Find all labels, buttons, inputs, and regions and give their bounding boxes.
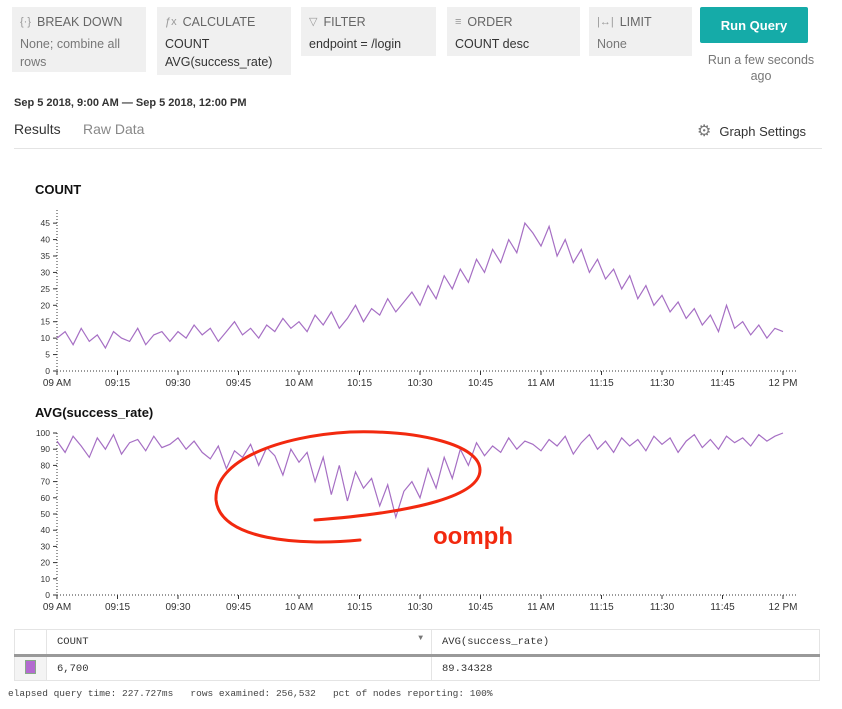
y-tick-label: 15 [41, 317, 51, 327]
x-tick-label: 10:45 [468, 602, 493, 613]
y-tick-label: 30 [41, 541, 51, 551]
x-tick-label: 10:15 [347, 378, 372, 389]
run-status: Run a few seconds ago [707, 53, 815, 83]
y-tick-label: 40 [41, 525, 51, 535]
x-tick-label: 11:30 [650, 378, 675, 389]
x-tick-label: 10:45 [468, 378, 493, 389]
calculate-box[interactable]: ƒx CALCULATE COUNT AVG(success_rate) [157, 7, 291, 75]
y-tick-label: 20 [41, 300, 51, 310]
gear-icon: ⚙ [697, 123, 712, 140]
y-tick-label: 45 [41, 218, 51, 228]
x-tick-label: 11:15 [589, 378, 614, 389]
results-table: COUNT ▼ AVG(success_rate) 6,700 89.34328 [14, 629, 820, 681]
x-tick-label: 09:15 [105, 602, 130, 613]
chart-title-avg: AVG(success_rate) [35, 405, 154, 420]
y-tick-label: 20 [41, 558, 51, 568]
y-tick-label: 90 [41, 444, 51, 454]
run-query-button[interactable]: Run Query [700, 7, 808, 43]
x-tick-label: 10 AM [285, 602, 313, 613]
series-swatch-icon [25, 659, 36, 674]
y-tick-label: 80 [41, 460, 51, 470]
y-tick-label: 35 [41, 251, 51, 261]
y-tick-label: 70 [41, 477, 51, 487]
order-box[interactable]: ≡ ORDER COUNT desc [447, 7, 580, 56]
annotation-text: oomph [433, 523, 513, 550]
x-tick-label: 10:15 [347, 602, 372, 613]
x-tick-label: 11:45 [710, 378, 735, 389]
x-tick-label: 12 PM [769, 602, 798, 613]
y-tick-label: 10 [41, 574, 51, 584]
y-tick-label: 10 [41, 333, 51, 343]
x-tick-label: 11:45 [710, 602, 735, 613]
x-tick-label: 09 AM [43, 378, 71, 389]
x-tick-label: 11 AM [527, 602, 555, 613]
x-tick-label: 09:30 [165, 602, 190, 613]
y-tick-label: 25 [41, 284, 51, 294]
x-tick-label: 10:30 [407, 378, 432, 389]
chart-title-count: COUNT [35, 182, 82, 197]
limit-icon: |↔| [597, 16, 614, 28]
filter-icon: ▽ [309, 16, 318, 28]
divider [14, 148, 822, 149]
y-tick-label: 5 [45, 350, 50, 360]
y-tick-label: 0 [45, 590, 50, 600]
x-tick-label: 09:45 [226, 602, 251, 613]
table-row: 6,700 89.34328 [14, 655, 820, 681]
x-tick-label: 10 AM [285, 378, 313, 389]
y-tick-label: 40 [41, 235, 51, 245]
sort-desc-icon[interactable]: ▼ [418, 634, 423, 643]
limit-box[interactable]: |↔| LIMIT None [589, 7, 692, 56]
breakdown-icon: {·} [20, 16, 32, 28]
x-tick-label: 09:15 [105, 378, 130, 389]
breakdown-box[interactable]: {·} BREAK DOWN None; combine all rows [12, 7, 146, 72]
x-tick-label: 09 AM [43, 602, 71, 613]
x-tick-label: 11:15 [589, 602, 614, 613]
graph-settings-button[interactable]: ⚙ Graph Settings [697, 123, 807, 140]
x-tick-label: 12 PM [769, 378, 798, 389]
column-header-count[interactable]: COUNT ▼ [46, 629, 432, 657]
tab-results[interactable]: Results [14, 121, 61, 137]
y-tick-label: 30 [41, 267, 51, 277]
series-line [56, 432, 784, 520]
filter-box[interactable]: ▽ FILTER endpoint = /login [301, 7, 436, 56]
y-tick-label: 0 [45, 366, 50, 376]
x-tick-label: 09:30 [165, 378, 190, 389]
function-icon: ƒx [165, 16, 177, 28]
x-tick-label: 11 AM [527, 378, 555, 389]
x-tick-label: 10:30 [407, 602, 432, 613]
order-icon: ≡ [455, 16, 462, 28]
time-range[interactable]: Sep 5 2018, 9:00 AM — Sep 5 2018, 12:00 … [14, 97, 247, 109]
column-header-avg[interactable]: AVG(success_rate) [431, 629, 820, 657]
y-tick-label: 100 [36, 428, 50, 438]
y-tick-label: 60 [41, 493, 51, 503]
query-stats: elapsed query time: 227.727ms rows exami… [8, 688, 493, 699]
x-tick-label: 09:45 [226, 378, 251, 389]
annotation-circle [214, 430, 482, 544]
y-tick-label: 50 [41, 509, 51, 519]
x-tick-label: 11:30 [650, 602, 675, 613]
series-line [56, 221, 784, 350]
tab-raw-data[interactable]: Raw Data [83, 121, 145, 137]
